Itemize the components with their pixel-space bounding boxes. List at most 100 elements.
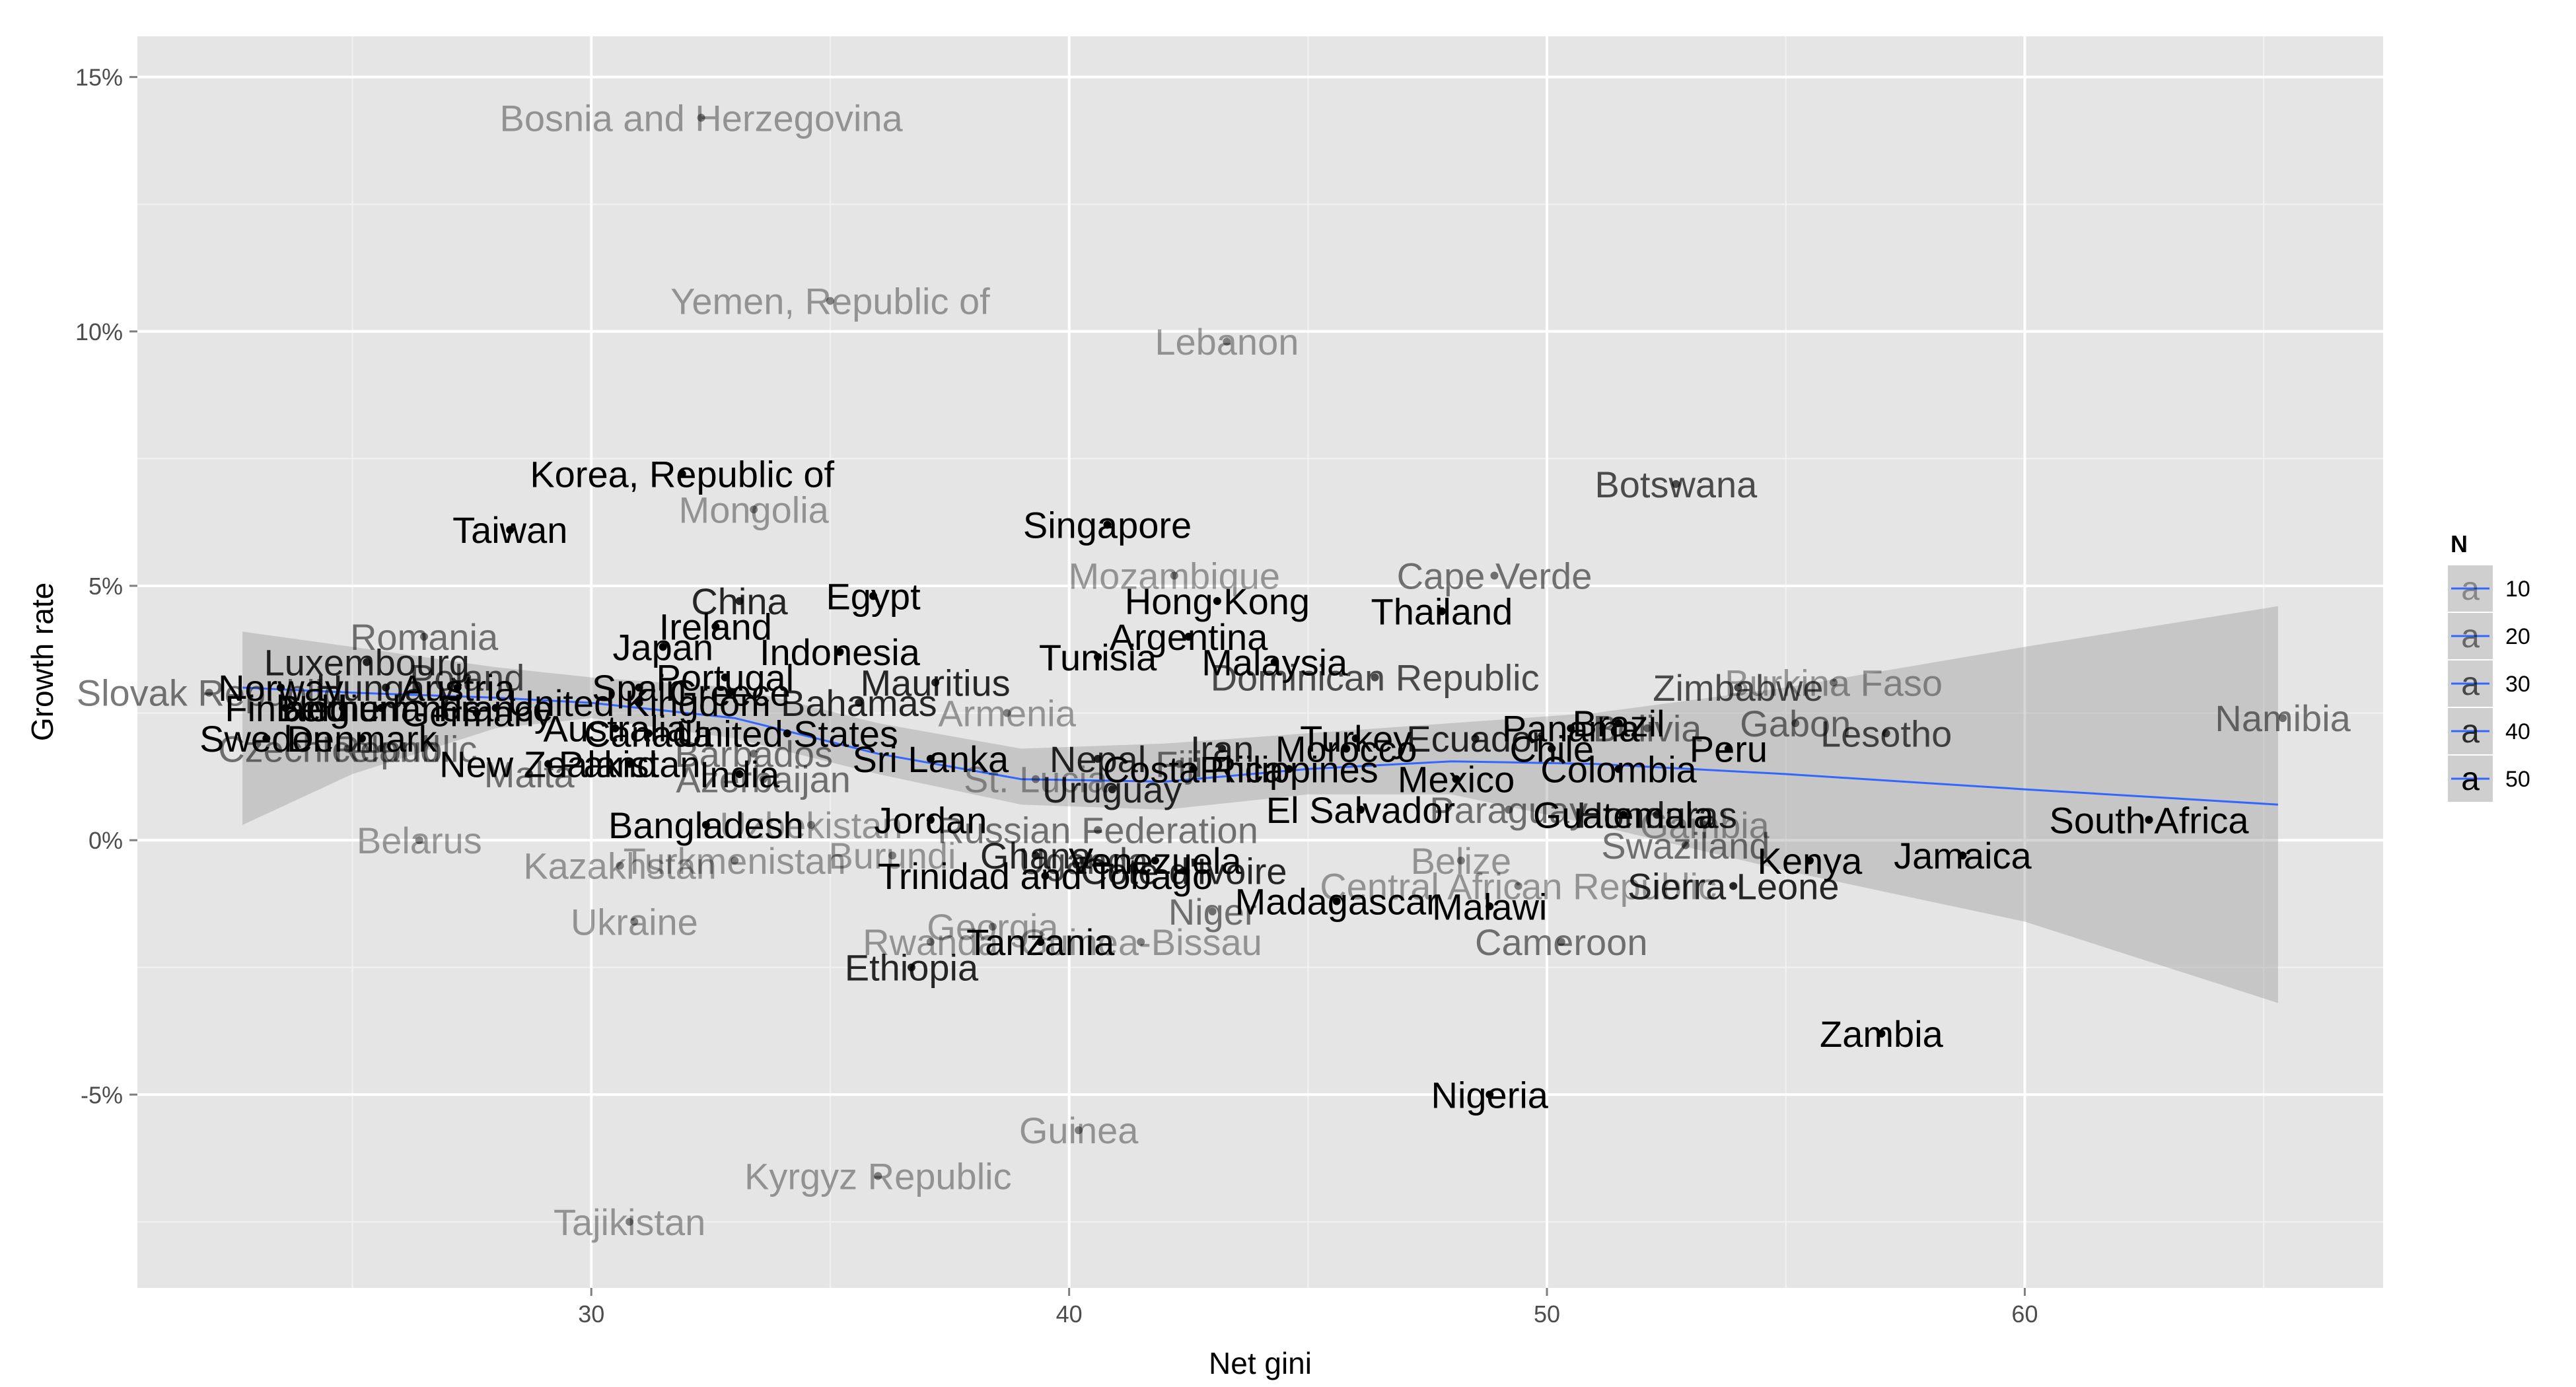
point-label: Chile [1509, 728, 1594, 769]
data-point [1356, 805, 1365, 814]
data-point [1342, 744, 1351, 753]
point-label: Tanzania [966, 921, 1115, 963]
point-label: Bolivia [1592, 708, 1702, 750]
data-point [1724, 744, 1733, 753]
data-point [205, 688, 213, 697]
data-point [544, 760, 553, 768]
point-label: Spain [592, 667, 686, 709]
point-label: Mongolia [679, 489, 830, 530]
point-labels: Bosnia and Herzegovina Yemen, Republic of… [77, 97, 2351, 1243]
data-point [1270, 658, 1279, 666]
data-point [1189, 765, 1198, 773]
data-point [343, 744, 352, 753]
trend-line [242, 686, 2278, 806]
data-point [1729, 882, 1738, 890]
point-label: Azerbaijan [676, 759, 851, 800]
point-label: Uzbekistan [719, 804, 902, 846]
legend: N a 10 a 20 a 30 a 40 a 50 [2447, 530, 2530, 803]
data-point [1805, 856, 1814, 865]
point-label: El Salvador [1266, 789, 1455, 831]
point-label: Cape Verde [1397, 555, 1592, 597]
data-point [1103, 520, 1112, 529]
data-point [277, 684, 285, 692]
point-label: France [438, 688, 553, 729]
data-point [1285, 765, 1293, 773]
point-label: St. Lucia [964, 759, 1108, 800]
y-tick-label: 0% [89, 827, 123, 854]
point-label: Russian Federation [937, 810, 1258, 851]
point-label: Zimbabwe [1653, 667, 1823, 709]
point-label: Madagascar [1235, 881, 1439, 923]
point-label: Lebanon [1155, 321, 1299, 363]
data-point [1830, 678, 1838, 687]
point-label: Norway [218, 667, 343, 709]
legend-key-glyph: a [2461, 665, 2480, 702]
point-label: Taiwan [452, 509, 567, 551]
data-point [750, 505, 758, 514]
legend-key-glyph: a [2461, 760, 2480, 797]
point-label: Bahamas [781, 682, 937, 724]
point-label: Guinea-Bissau [1019, 921, 1262, 963]
data-point [1485, 902, 1494, 911]
x-axis-title: Net gini [1209, 1346, 1312, 1380]
point-label: Turkey [1300, 718, 1412, 760]
data-point [1882, 729, 1890, 738]
point-label: Iceland [322, 728, 441, 769]
point-label: Bangladesh [608, 804, 804, 846]
point-label: Pakistan [559, 744, 701, 785]
legend-label: 40 [2505, 719, 2530, 744]
point-label: Dominican Republic [1211, 657, 1540, 699]
point-label: Georgia [927, 906, 1059, 948]
point-label: Namibia [2215, 697, 2351, 739]
point-label: Cameroon [1475, 921, 1647, 963]
point-label: Hong Kong [1125, 581, 1310, 622]
data-point [420, 632, 429, 641]
data-point [1332, 897, 1341, 906]
point-label: Canada [584, 713, 714, 754]
point-label: Tajikistan [554, 1201, 705, 1243]
point-label: Botswana [1594, 464, 1758, 505]
point-label: Indonesia [760, 631, 921, 673]
point-label: Colombia [1540, 748, 1697, 790]
point-label: Slovak Republic [77, 672, 342, 714]
point-label: Cote d'Ivoire [1081, 850, 1287, 892]
data-point [659, 643, 667, 651]
data-point [1567, 724, 1575, 732]
data-point [491, 703, 500, 712]
data-point [721, 673, 729, 682]
point-label: Romania [350, 616, 499, 658]
legend-label: 20 [2505, 624, 2530, 649]
point-label: Guinea [1019, 1110, 1139, 1151]
x-tick-label: 50 [1534, 1300, 1560, 1328]
point-label: Turkmenistan [624, 840, 846, 882]
x-tick-label: 40 [1056, 1300, 1083, 1328]
point-label: Lesotho [1820, 713, 1952, 754]
data-points [205, 114, 2287, 1226]
point-label: Sri Lanka [853, 738, 1009, 780]
point-label: Singapore [1023, 505, 1192, 546]
data-point [1672, 480, 1680, 488]
point-label: Nepal [1050, 738, 1146, 780]
data-point [1490, 571, 1499, 580]
point-label: Swaziland [1601, 825, 1770, 867]
point-label: Venezuela [1069, 840, 1242, 882]
point-label: Iran [1190, 728, 1254, 769]
data-point [635, 684, 643, 692]
data-point [1184, 632, 1193, 641]
point-label: Mauritius [860, 662, 1010, 703]
data-point [339, 703, 347, 712]
point-label: Trinidad and Tobago [878, 855, 1213, 897]
data-point [1175, 760, 1184, 768]
data-point [453, 684, 462, 692]
y-tick-label: -5% [81, 1081, 123, 1108]
data-point [1094, 754, 1102, 763]
point-label: Morocco [1275, 728, 1417, 769]
point-label: Argentina [1110, 616, 1269, 658]
data-point [635, 699, 643, 707]
data-point [626, 760, 634, 768]
data-point [1437, 607, 1446, 616]
point-label: Japan [612, 626, 713, 668]
data-point [1700, 821, 1709, 830]
point-label: Malawi [1432, 886, 1547, 927]
point-label: Portugal [656, 657, 794, 699]
